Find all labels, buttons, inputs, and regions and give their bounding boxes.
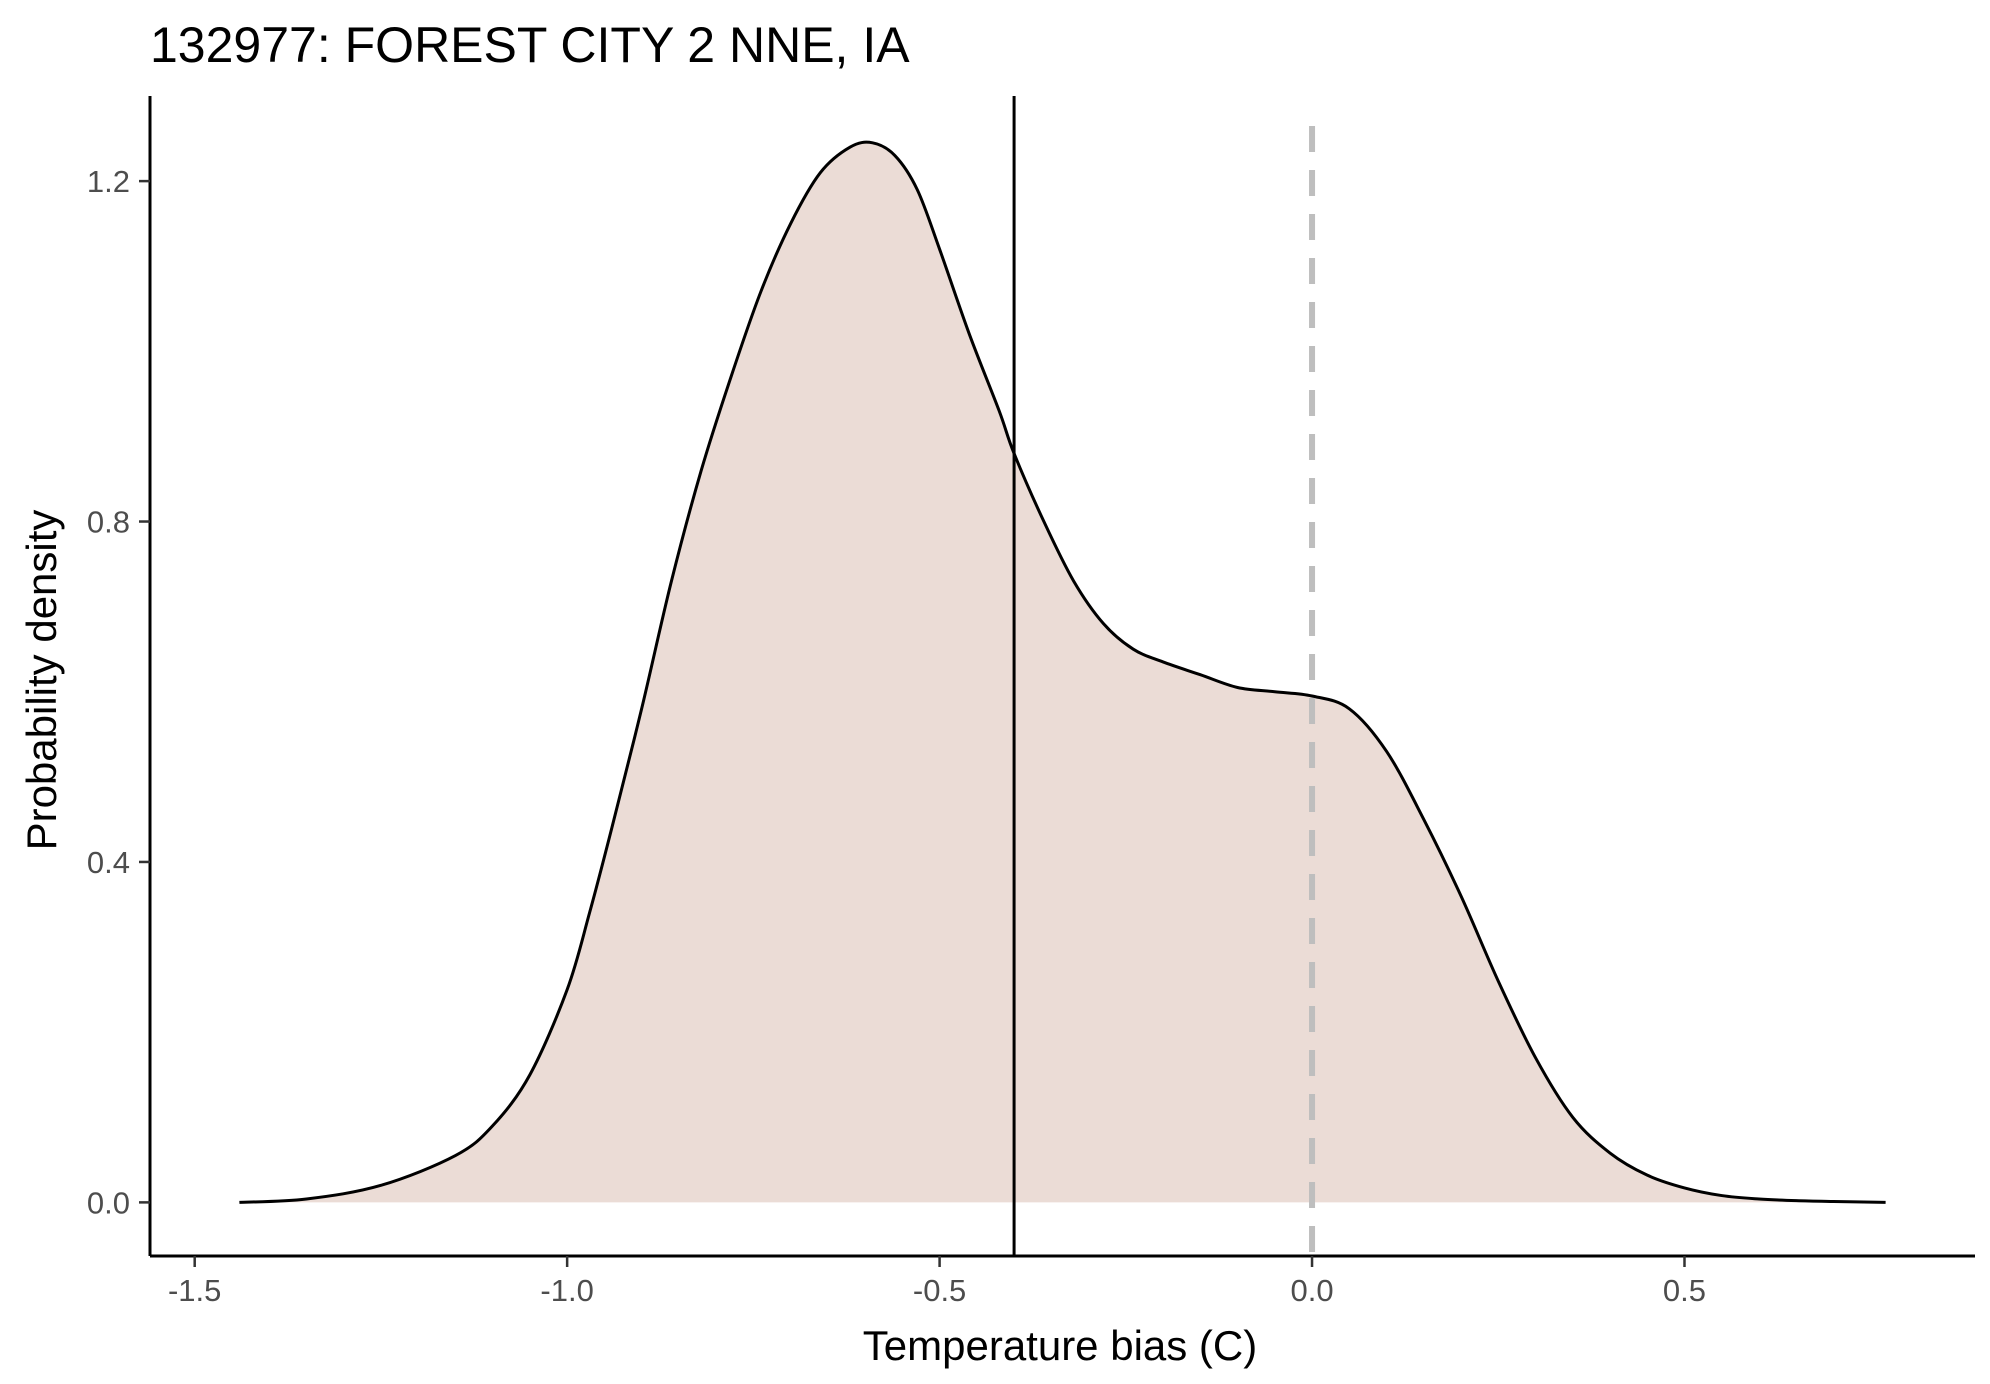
density-curve-line [239, 140, 1886, 1204]
x-tick-label: 0.0 [1290, 1273, 1333, 1308]
plot-area [239, 96, 1886, 1256]
x-tick-label: -1.5 [168, 1273, 221, 1308]
x-tick-label: 0.5 [1663, 1273, 1706, 1308]
y-tick-label: 0.0 [87, 1185, 130, 1220]
x-axis-title: Temperature bias (C) [863, 1322, 1257, 1369]
y-axis-title: Probability density [18, 510, 65, 851]
y-tick-label: 1.2 [87, 164, 130, 199]
chart-title: 132977: FOREST CITY 2 NNE, IA [150, 17, 910, 73]
x-tick-label: -0.5 [913, 1273, 966, 1308]
density-area-fill [239, 142, 1886, 1203]
axes: -1.5 -1.0 -0.5 0.0 0.5 0.0 0.4 0.8 1.2 [87, 96, 1975, 1308]
x-tick-label: -1.0 [540, 1273, 593, 1308]
y-tick-label: 0.4 [87, 845, 130, 880]
y-tick-label: 0.8 [87, 505, 130, 540]
